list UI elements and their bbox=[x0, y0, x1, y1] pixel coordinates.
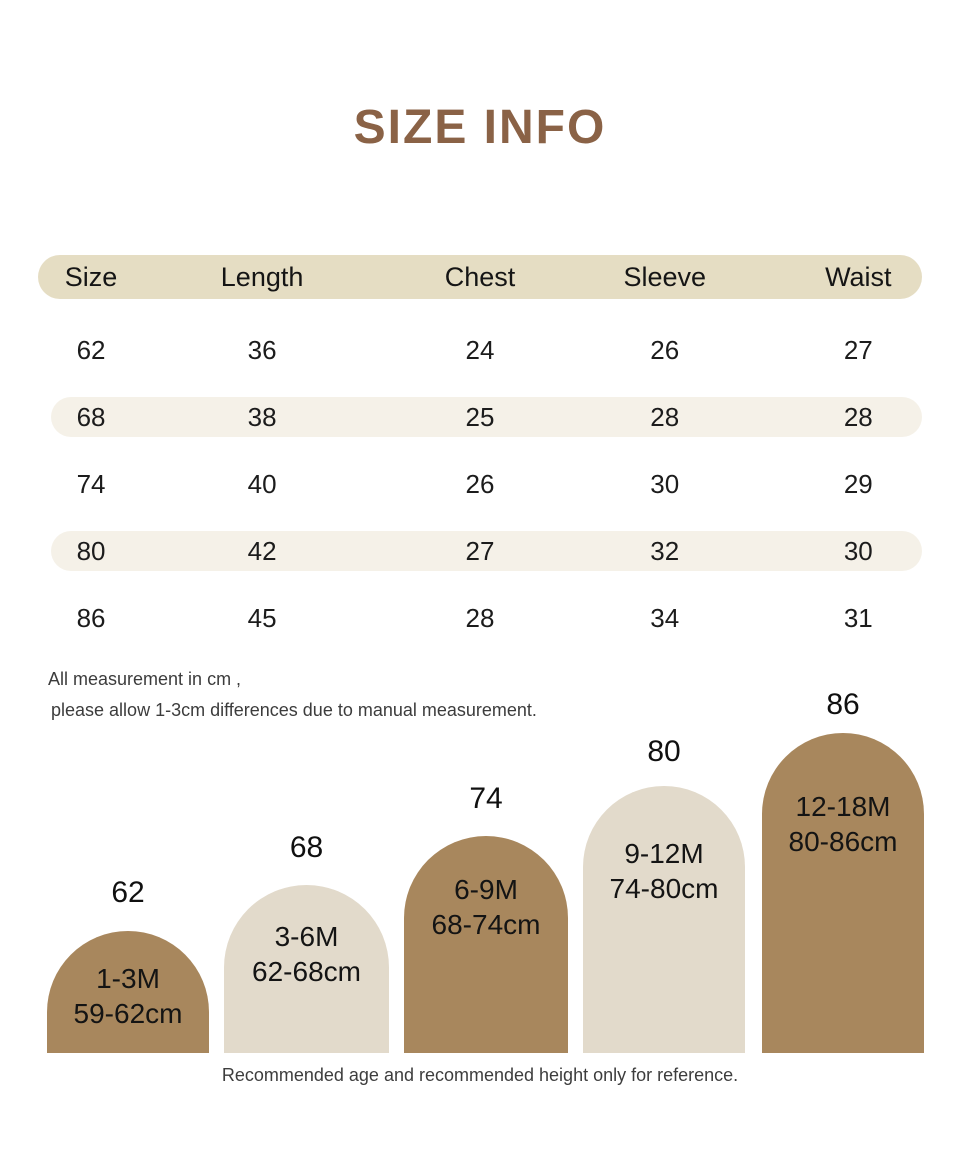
arch-height-range: 59-62cm bbox=[73, 998, 183, 1029]
size-arch-62: 1-3M 59-62cm bbox=[47, 931, 209, 1053]
arch-size-label-86: 86 bbox=[826, 688, 860, 721]
arch-size-label-62: 62 bbox=[111, 876, 145, 909]
arch-age-range: 9-12M bbox=[624, 838, 704, 869]
measurement-note-line2: please allow 1-3cm differences due to ma… bbox=[51, 700, 537, 720]
arch-height-range: 62-68cm bbox=[252, 956, 361, 987]
cell-chest: 28 bbox=[465, 602, 495, 633]
cell-sleeve: 30 bbox=[650, 468, 680, 499]
cell-size: 80 bbox=[76, 535, 106, 566]
size-arch-86: 12-18M 80-86cm bbox=[762, 733, 924, 1053]
cell-waist: 27 bbox=[843, 334, 873, 365]
table-row-62: 62 36 24 26 27 bbox=[38, 328, 922, 372]
cell-sleeve: 26 bbox=[650, 334, 680, 365]
size-arch-74: 6-9M 68-74cm bbox=[404, 836, 568, 1053]
cell-chest: 24 bbox=[465, 334, 495, 365]
cell-size: 62 bbox=[76, 334, 106, 365]
cell-sleeve: 28 bbox=[650, 401, 680, 432]
cell-length: 45 bbox=[247, 602, 277, 633]
measurement-note-line1: All measurement in cm , bbox=[48, 669, 242, 689]
size-arch-68: 3-6M 62-68cm bbox=[224, 885, 389, 1053]
cell-length: 42 bbox=[247, 535, 277, 566]
arch-age-range: 1-3M bbox=[96, 963, 160, 994]
table-row-68: 68 38 25 28 28 bbox=[38, 395, 922, 439]
arch-height-range: 68-74cm bbox=[431, 909, 541, 940]
cell-length: 38 bbox=[247, 401, 277, 432]
arch-height-range: 80-86cm bbox=[788, 826, 898, 857]
measurement-notes: All measurement in cm , please allow 1-3… bbox=[48, 664, 668, 726]
cell-waist: 30 bbox=[843, 535, 873, 566]
cell-size: 68 bbox=[76, 401, 106, 432]
table-header-row: Size Length Chest Sleeve Waist bbox=[38, 255, 922, 299]
arch-size-label-80: 80 bbox=[647, 735, 681, 768]
arch-age-range: 12-18M bbox=[795, 791, 891, 822]
column-header-length: Length bbox=[220, 261, 304, 292]
cell-sleeve: 32 bbox=[650, 535, 680, 566]
cell-chest: 25 bbox=[465, 401, 495, 432]
arch-height-range: 74-80cm bbox=[609, 873, 719, 904]
arch-age-range: 6-9M bbox=[454, 874, 518, 905]
table-row-86: 86 45 28 34 31 bbox=[38, 596, 922, 640]
cell-waist: 31 bbox=[843, 602, 873, 633]
column-header-chest: Chest bbox=[444, 261, 516, 292]
column-header-sleeve: Sleeve bbox=[623, 261, 707, 292]
cell-sleeve: 34 bbox=[650, 602, 680, 633]
cell-length: 36 bbox=[247, 334, 277, 365]
arch-size-label-68: 68 bbox=[289, 831, 324, 864]
table-row-80: 80 42 27 32 30 bbox=[38, 529, 922, 573]
column-header-size: Size bbox=[64, 261, 118, 292]
cell-size: 74 bbox=[76, 468, 106, 499]
cell-length: 40 bbox=[247, 468, 277, 499]
cell-waist: 29 bbox=[843, 468, 873, 499]
arch-size-label-74: 74 bbox=[469, 782, 503, 815]
arch-age-range: 3-6M bbox=[274, 921, 339, 952]
cell-size: 86 bbox=[76, 602, 106, 633]
cell-chest: 26 bbox=[465, 468, 495, 499]
size-arch-80: 9-12M 74-80cm bbox=[583, 786, 745, 1053]
table-row-74: 74 40 26 30 29 bbox=[38, 462, 922, 506]
cell-waist: 28 bbox=[843, 401, 873, 432]
column-header-waist: Waist bbox=[825, 261, 892, 292]
page-title: SIZE INFO bbox=[353, 101, 607, 154]
footer-note: Recommended age and recommended height o… bbox=[221, 1065, 739, 1085]
cell-chest: 27 bbox=[465, 535, 495, 566]
